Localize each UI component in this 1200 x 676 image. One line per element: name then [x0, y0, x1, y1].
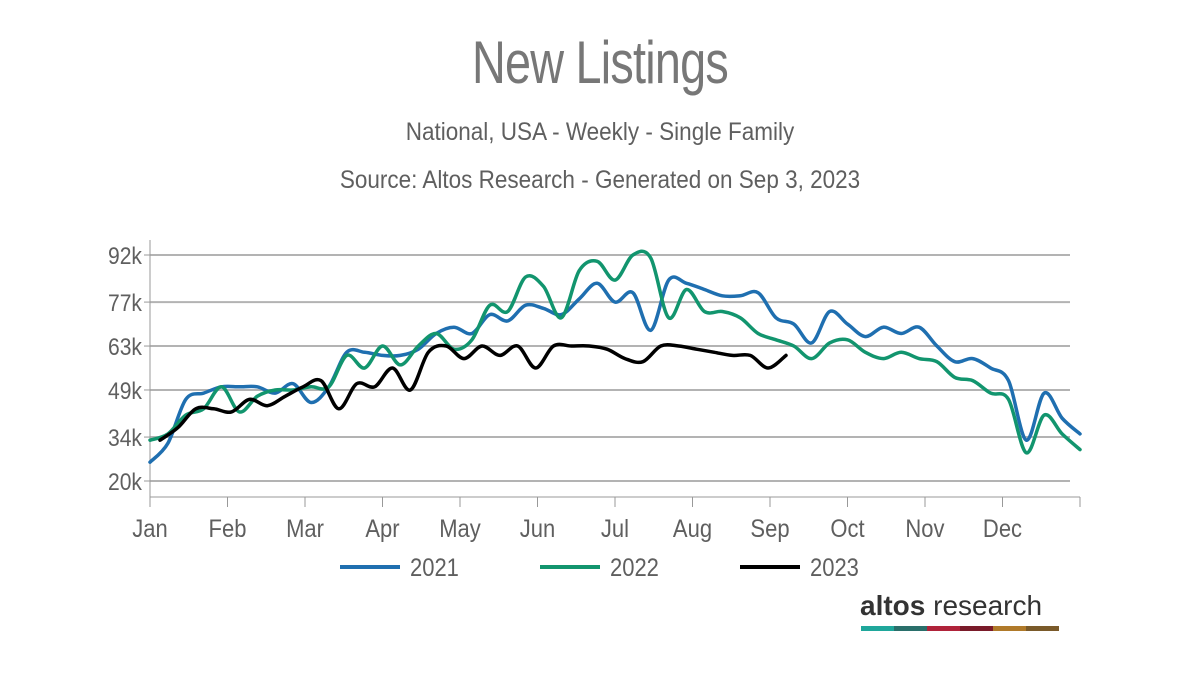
brand-color-segment: [960, 626, 993, 631]
brand-color-segment: [894, 626, 927, 631]
brand-name-bold: altos: [860, 590, 926, 621]
chart-source: Source: Altos Research - Generated on Se…: [339, 166, 861, 194]
series-line-2022: [148, 249, 1082, 455]
x-axis: Jan Feb Mar Apr May Jun Jul Aug Sep Oct Nov Dec: [132, 496, 1081, 543]
x-tick-label: Nov: [905, 515, 944, 543]
series-line-2023: [158, 342, 788, 442]
y-tick-label: 49k: [108, 378, 143, 405]
y-tick-label: 77k: [108, 290, 143, 317]
brand-color-segment: [1026, 626, 1059, 631]
brand-color-bar: [861, 626, 1059, 631]
x-tick-label: Apr: [365, 515, 399, 543]
chart-grid: [144, 240, 1070, 497]
brand-color-segment: [993, 626, 1026, 631]
chart-legend: 2021 2022 2023: [340, 554, 859, 582]
series-line-2021: [148, 275, 1082, 464]
chart-title: New Listings: [472, 29, 729, 96]
x-tick-label: Jun: [520, 515, 555, 543]
x-tick-label: Feb: [209, 515, 247, 543]
y-tick-label: 63k: [108, 334, 143, 361]
y-axis: 20k 34k 49k 63k 77k 92k: [108, 243, 143, 496]
brand-name-rest: research: [925, 590, 1043, 621]
y-tick-label: 34k: [108, 425, 143, 452]
legend-label-2023: 2023: [810, 554, 859, 582]
legend-label-2022: 2022: [610, 554, 659, 582]
y-tick-label: 20k: [108, 469, 143, 496]
brand-color-segment: [861, 626, 894, 631]
x-tick-label: Aug: [673, 515, 712, 543]
legend-label-2021: 2021: [410, 554, 459, 582]
x-tick-label: Jul: [601, 515, 629, 543]
y-tick-label: 92k: [108, 243, 143, 270]
x-tick-label: Dec: [983, 515, 1022, 543]
chart-subtitle: National, USA - Weekly - Single Family: [405, 118, 795, 146]
x-tick-label: Jan: [132, 515, 167, 543]
x-tick-label: Mar: [286, 515, 324, 543]
x-tick-label: Sep: [750, 515, 789, 543]
x-tick-label: May: [439, 515, 481, 543]
brand-color-segment: [927, 626, 960, 631]
x-tick-label: Oct: [830, 515, 865, 543]
altos-research-logo: altos research: [860, 590, 1060, 622]
chart-series: [148, 249, 1082, 464]
